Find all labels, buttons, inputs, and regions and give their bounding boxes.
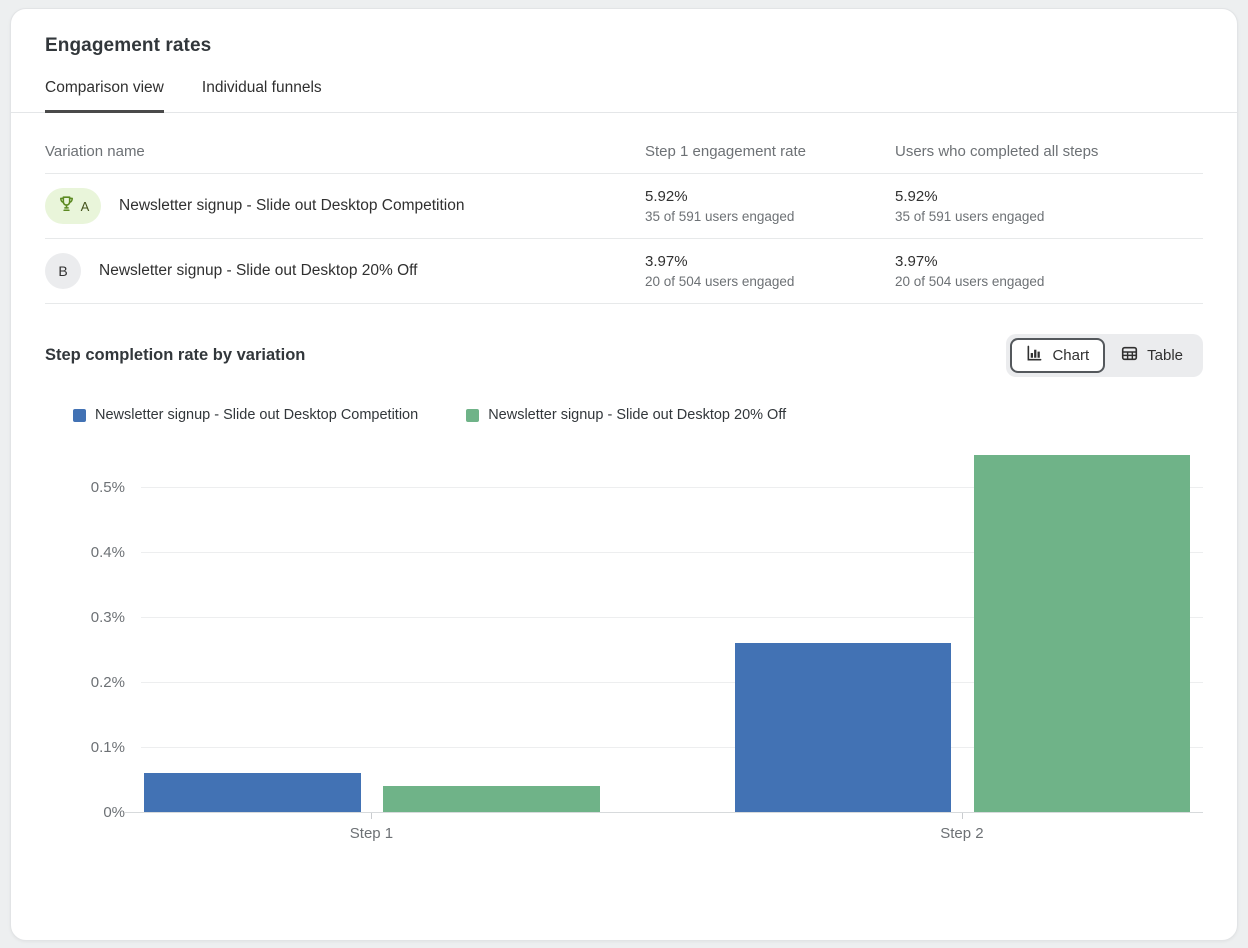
winner-badge-a: A: [45, 188, 101, 224]
divider: [45, 238, 1203, 239]
chart-bar: [734, 643, 952, 812]
chart-legend: Newsletter signup - Slide out Desktop Co…: [45, 407, 1203, 423]
gridline: [141, 747, 1203, 748]
variation-name: Newsletter signup - Slide out Desktop 20…: [99, 262, 418, 279]
y-axis-tick-label: 0.3%: [90, 609, 125, 626]
table-header-row: Variation name Step 1 engagement rate Us…: [45, 113, 1203, 173]
bar-chart-icon: [1026, 345, 1043, 366]
completed-rate-detail: 35 of 591 users engaged: [895, 209, 1045, 224]
x-axis-tick: [961, 813, 963, 819]
gridline: [141, 682, 1203, 683]
view-toggle: Chart Table: [1006, 334, 1203, 377]
completed-rate-detail: 20 of 504 users engaged: [895, 274, 1045, 289]
y-axis-tick-label: 0%: [103, 804, 125, 821]
divider: [45, 303, 1203, 304]
completed-rate-value: 5.92%: [895, 188, 938, 205]
legend-item-variation-b: Newsletter signup - Slide out Desktop 20…: [466, 407, 786, 423]
page-title: Engagement rates: [45, 35, 212, 56]
divider: [45, 173, 1203, 174]
engagement-rates-card: Engagement rates Comparison view Individ…: [10, 8, 1238, 941]
x-axis-tick: [371, 813, 373, 819]
tab-individual-funnels[interactable]: Individual funnels: [201, 79, 322, 96]
x-axis-label: Step 2: [940, 825, 984, 842]
gridline: [141, 487, 1203, 488]
gridline: [141, 617, 1203, 618]
chart-view-button[interactable]: Chart: [1010, 338, 1106, 373]
chart-baseline: [125, 812, 1203, 813]
tab-bar: Comparison view Individual funnels: [11, 79, 1237, 113]
legend-item-variation-a: Newsletter signup - Slide out Desktop Co…: [73, 407, 418, 423]
chart-y-axis: 0% 0.1% 0.2% 0.3% 0.4% 0.5%: [45, 449, 141, 821]
column-header-step1-rate: Step 1 engagement rate: [645, 143, 806, 160]
chart-bar: [973, 454, 1191, 812]
column-header-completed-all: Users who completed all steps: [895, 143, 1099, 160]
legend-swatch-blue: [73, 408, 86, 422]
y-axis-tick-label: 0.2%: [90, 674, 125, 691]
y-axis-tick-label: 0.4%: [90, 544, 125, 561]
step-completion-chart: 0% 0.1% 0.2% 0.3% 0.4% 0.5% Step 1 Step 2: [45, 449, 1203, 859]
table-view-label: Table: [1147, 347, 1183, 364]
tab-comparison-view[interactable]: Comparison view: [45, 79, 164, 113]
comparison-table: Variation name Step 1 engagement rate Us…: [45, 113, 1203, 304]
chart-bar: [144, 773, 361, 812]
table-row-variation-a: A Newsletter signup - Slide out Desktop …: [45, 174, 1203, 238]
step1-rate-value: 3.97%: [645, 253, 688, 270]
step1-rate-detail: 20 of 504 users engaged: [645, 274, 795, 289]
legend-swatch-green: [466, 408, 480, 422]
chart-plot: [125, 449, 1203, 813]
column-header-variation-name: Variation name: [45, 143, 145, 160]
legend-label: Newsletter signup - Slide out Desktop Co…: [95, 407, 419, 423]
y-axis-tick-label: 0.5%: [90, 479, 125, 496]
table-view-button[interactable]: Table: [1105, 338, 1199, 373]
x-axis-label: Step 1: [349, 825, 394, 842]
table-row-variation-b: B Newsletter signup - Slide out Desktop …: [45, 239, 1203, 303]
legend-label: Newsletter signup - Slide out Desktop 20…: [488, 407, 787, 423]
variation-letter: B: [58, 263, 68, 279]
variation-badge-b: B: [45, 253, 81, 289]
step1-rate-detail: 35 of 591 users engaged: [645, 209, 795, 224]
table-icon: [1121, 345, 1138, 366]
completed-rate-value: 3.97%: [895, 253, 938, 270]
gridline: [141, 552, 1203, 553]
section-title: Step completion rate by variation: [45, 346, 306, 364]
chart-view-label: Chart: [1052, 347, 1090, 364]
chart-bar: [383, 786, 600, 812]
step1-rate-value: 5.92%: [645, 188, 688, 205]
variation-letter: A: [80, 198, 90, 214]
y-axis-tick-label: 0.1%: [90, 739, 125, 756]
chart-x-axis: Step 1 Step 2: [141, 813, 1203, 859]
trophy-icon: [57, 194, 76, 218]
variation-name: Newsletter signup - Slide out Desktop Co…: [119, 197, 465, 214]
